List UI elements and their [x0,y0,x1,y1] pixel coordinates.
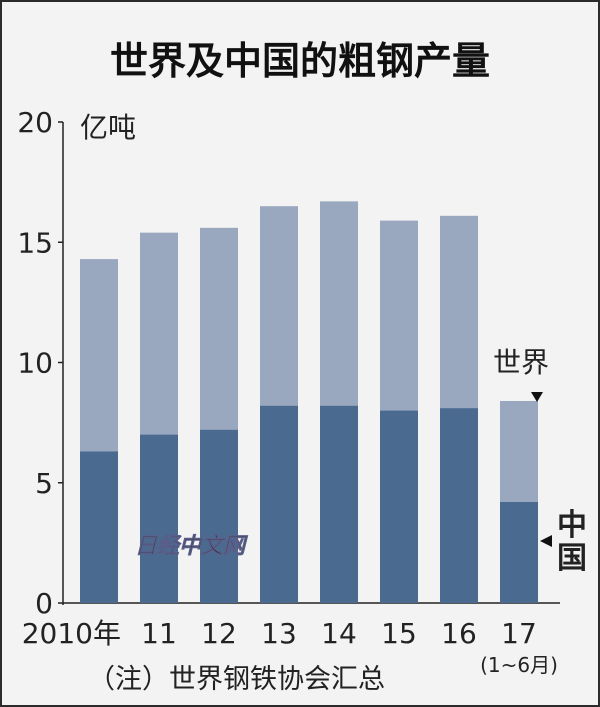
bar-china [80,451,118,603]
left-arrow-icon [540,535,552,547]
bar-china [260,405,298,603]
x-tick-label: 11 [141,617,177,650]
x-tick-label: 14 [321,617,357,650]
y-tick-label: 10 [17,347,53,380]
bar-china [500,501,538,603]
source-note: （注）世界钢铁协会汇总 [88,664,385,695]
x-tick-label: 15 [381,617,417,650]
bar-china [200,429,238,603]
y-tick-label: 20 [17,106,53,139]
x-tick-sublabel: (1~6月) [480,653,558,677]
x-tick-label: 13 [261,617,297,650]
frame-border-bottom [0,705,600,707]
series-label-china-char: 中 [557,508,587,543]
y-tick-label: 5 [35,467,53,500]
down-arrow-icon [531,392,543,402]
x-tick-label: 12 [201,617,237,650]
bar-china [380,410,418,603]
watermark: 日经中文网 [135,533,248,559]
x-tick-label: 17 [501,617,537,650]
series-label-world: 世界 [493,346,549,379]
chart-title: 世界及中国的粗钢产量 [109,39,490,83]
bar-china [440,408,478,603]
frame-border-right [598,0,600,707]
y-tick-label: 15 [17,226,53,259]
x-tick-label: 2010年 [22,617,121,650]
x-tick-label: 16 [441,617,477,650]
y-axis-unit: 亿吨 [80,111,136,144]
series-label-china-char: 国 [557,541,587,576]
bar-china [140,434,178,603]
frame-border-top [0,0,600,2]
frame-border-left [0,0,2,707]
y-tick-label: 0 [35,587,53,620]
bar-china [320,405,358,603]
